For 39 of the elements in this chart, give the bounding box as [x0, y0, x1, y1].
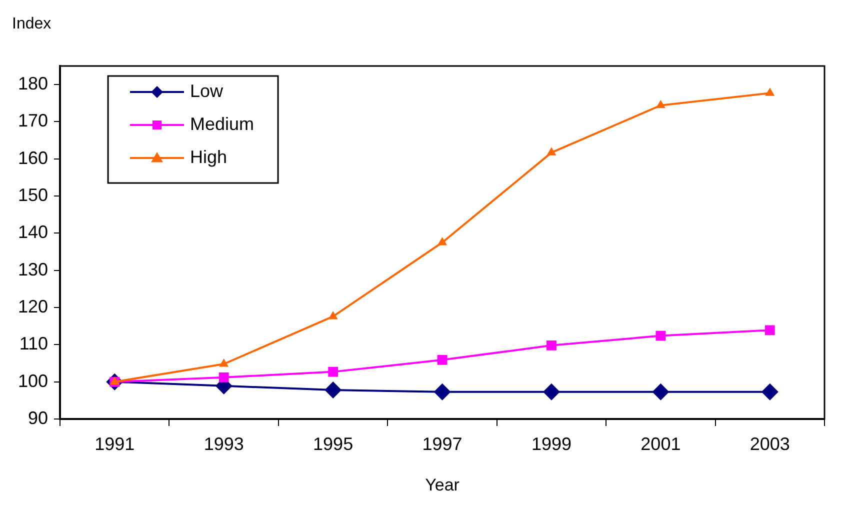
point — [656, 100, 666, 108]
point — [218, 372, 229, 382]
point — [546, 147, 556, 156]
y-tick-label: 110 — [19, 334, 48, 354]
point — [656, 330, 666, 341]
x-tick-label: 2001 — [640, 434, 681, 454]
point — [438, 237, 448, 246]
y-tick-label: 90 — [28, 408, 48, 428]
point — [328, 310, 338, 320]
point — [328, 366, 338, 377]
x-tick-label: 2003 — [750, 434, 790, 454]
y-tick-label: 170 — [18, 110, 48, 131]
point — [434, 383, 451, 400]
x-tick-label: 1997 — [422, 434, 462, 454]
y-tick-label: 120 — [18, 296, 48, 316]
point — [542, 383, 560, 400]
point — [546, 340, 556, 350]
y-tick-label: 130 — [18, 259, 48, 280]
point — [765, 88, 775, 96]
point — [652, 383, 670, 400]
y-axis-title: Index — [12, 15, 52, 32]
point — [764, 325, 775, 336]
y-tick-label: 180 — [18, 74, 48, 94]
legend-label: Medium — [190, 114, 254, 134]
point — [437, 354, 448, 365]
x-tick-label: 1995 — [313, 434, 354, 454]
x-tick-label: 1991 — [94, 434, 135, 454]
y-tick-label: 100 — [18, 370, 48, 391]
x-tick-label: 1993 — [204, 434, 244, 454]
point — [219, 358, 229, 367]
y-tick-label: 140 — [18, 222, 48, 242]
x-tick-label: 1999 — [531, 434, 572, 454]
legend-label: High — [190, 146, 228, 167]
point — [324, 382, 342, 399]
legend-label: Low — [190, 80, 224, 101]
y-tick-label: 160 — [18, 148, 48, 168]
point — [761, 383, 778, 400]
y-tick-label: 150 — [18, 185, 48, 206]
x-axis-title: Year — [425, 475, 460, 494]
